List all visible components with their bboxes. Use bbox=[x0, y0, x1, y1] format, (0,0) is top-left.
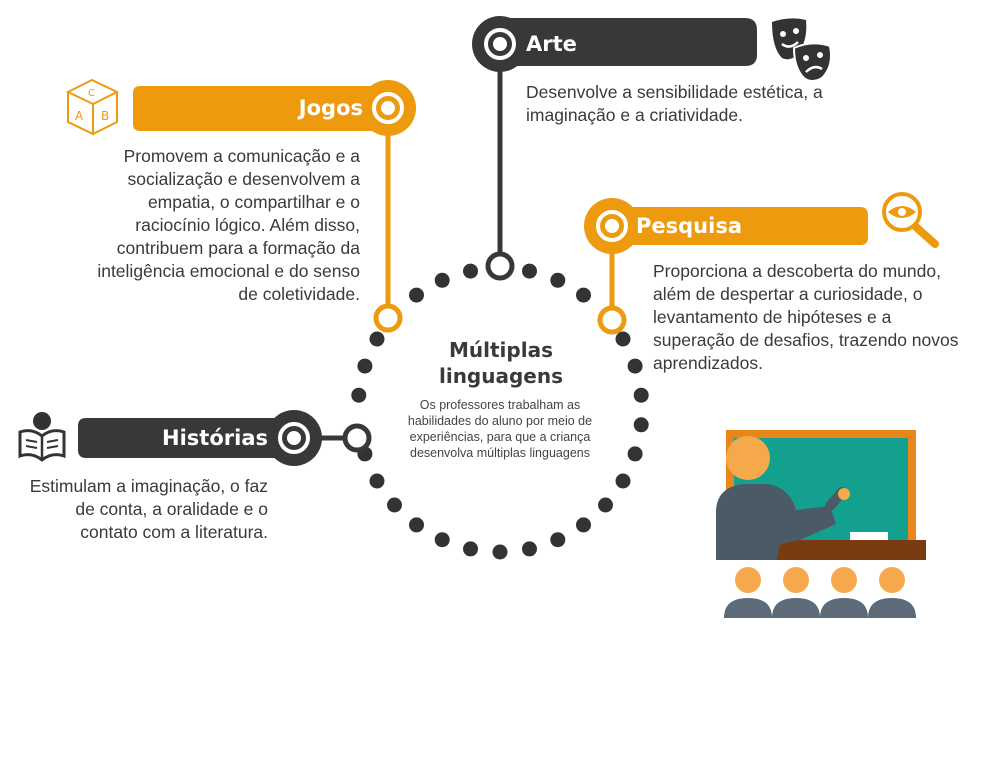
theater-masks-icon bbox=[772, 18, 832, 82]
circle-dot bbox=[492, 544, 508, 560]
dotted-circle bbox=[351, 263, 649, 560]
circle-dot bbox=[387, 497, 402, 513]
circle-dot bbox=[627, 446, 643, 462]
circle-dot bbox=[409, 517, 424, 533]
circle-dot bbox=[615, 331, 631, 347]
circle-dot bbox=[627, 358, 643, 374]
desc-line: imaginação e a criatividade. bbox=[526, 105, 743, 125]
desc-line: além de despertar a curiosidade, o bbox=[653, 284, 923, 304]
historias-banner bbox=[78, 418, 294, 458]
historias-description: Estimulam a imaginação, o faz de conta, … bbox=[8, 475, 268, 544]
arte-description: Desenvolve a sensibilidade estética, a i… bbox=[526, 81, 856, 127]
circle-dot bbox=[633, 387, 649, 403]
desc-line: contribuem para a formação da bbox=[116, 238, 360, 258]
circle-dot bbox=[369, 331, 385, 347]
desc-line: Promovem a comunicação e a bbox=[123, 146, 360, 166]
center-title-line: Múltiplas bbox=[449, 338, 553, 362]
jogos-label: Jogos bbox=[298, 96, 363, 120]
desk bbox=[766, 540, 926, 560]
students bbox=[724, 567, 916, 618]
desc-line: Desenvolve a sensibilidade estética, a bbox=[526, 82, 823, 102]
pesquisa-banner bbox=[612, 207, 868, 245]
pesquisa-description: Proporciona a descoberta do mundo, além … bbox=[653, 260, 983, 375]
svg-text:A: A bbox=[75, 109, 84, 123]
jogos-description: Promovem a comunicação e a socialização … bbox=[60, 145, 360, 306]
center-title-line: linguagens bbox=[438, 364, 564, 388]
arte-banner bbox=[500, 18, 757, 66]
circle-dot bbox=[615, 473, 631, 489]
circle-dot bbox=[598, 497, 613, 513]
circle-dot bbox=[522, 541, 537, 557]
circle-dot bbox=[463, 541, 478, 557]
circle-dot bbox=[550, 532, 566, 548]
magnifier-eye-icon bbox=[882, 192, 939, 248]
svg-text:B: B bbox=[101, 109, 109, 123]
circle-dot bbox=[522, 263, 537, 279]
desc-line: contato com a literatura. bbox=[80, 522, 268, 542]
desc-line: socialização e desenvolvem a bbox=[127, 169, 361, 189]
center-title: Múltiplas linguagens bbox=[411, 337, 591, 389]
arte-anchor bbox=[485, 251, 515, 281]
circle-dot bbox=[351, 387, 367, 403]
chalk-paper bbox=[850, 532, 888, 542]
circle-dot bbox=[434, 272, 450, 288]
svg-text:C: C bbox=[88, 88, 95, 99]
jogos-anchor bbox=[373, 303, 403, 333]
desc-line: superação de desafios, trazendo novos bbox=[653, 330, 959, 350]
circle-dot bbox=[576, 287, 591, 303]
desc-line: Proporciona a descoberta do mundo, bbox=[653, 261, 941, 281]
pesquisa-label: Pesquisa bbox=[636, 214, 742, 238]
circle-dot bbox=[463, 263, 478, 279]
circle-dot bbox=[409, 287, 424, 303]
desc-line: de coletividade. bbox=[238, 284, 360, 304]
historias-label: Histórias bbox=[162, 426, 268, 450]
abc-cube-icon: C A B bbox=[65, 78, 120, 136]
desc-line: raciocínio lógico. Além disso, bbox=[135, 215, 360, 235]
jogos-banner bbox=[133, 86, 388, 131]
pesquisa-anchor bbox=[597, 305, 627, 335]
desc-line: aprendizados. bbox=[653, 353, 763, 373]
circle-dot bbox=[633, 417, 649, 433]
center-subtitle: Os professores trabalham as habilidades … bbox=[407, 398, 593, 460]
desc-line: levantamento de hipóteses e a bbox=[653, 307, 892, 327]
circle-dot bbox=[369, 473, 385, 489]
teacher-head bbox=[726, 436, 770, 480]
desc-line: empatia, o compartilhar e o bbox=[147, 192, 360, 212]
teacher-classroom-illustration bbox=[716, 430, 926, 620]
arte-label: Arte bbox=[526, 32, 577, 56]
desc-line: inteligência emocional e do senso bbox=[97, 261, 360, 281]
desc-line: de conta, a oralidade e o bbox=[75, 499, 268, 519]
desc-line: Estimulam a imaginação, o faz bbox=[29, 476, 268, 496]
reading-person-icon bbox=[18, 412, 66, 462]
circle-dot bbox=[550, 272, 566, 288]
circle-dot bbox=[357, 358, 373, 374]
historias-anchor bbox=[342, 423, 372, 453]
circle-dot bbox=[434, 532, 450, 548]
circle-dot bbox=[576, 517, 591, 533]
